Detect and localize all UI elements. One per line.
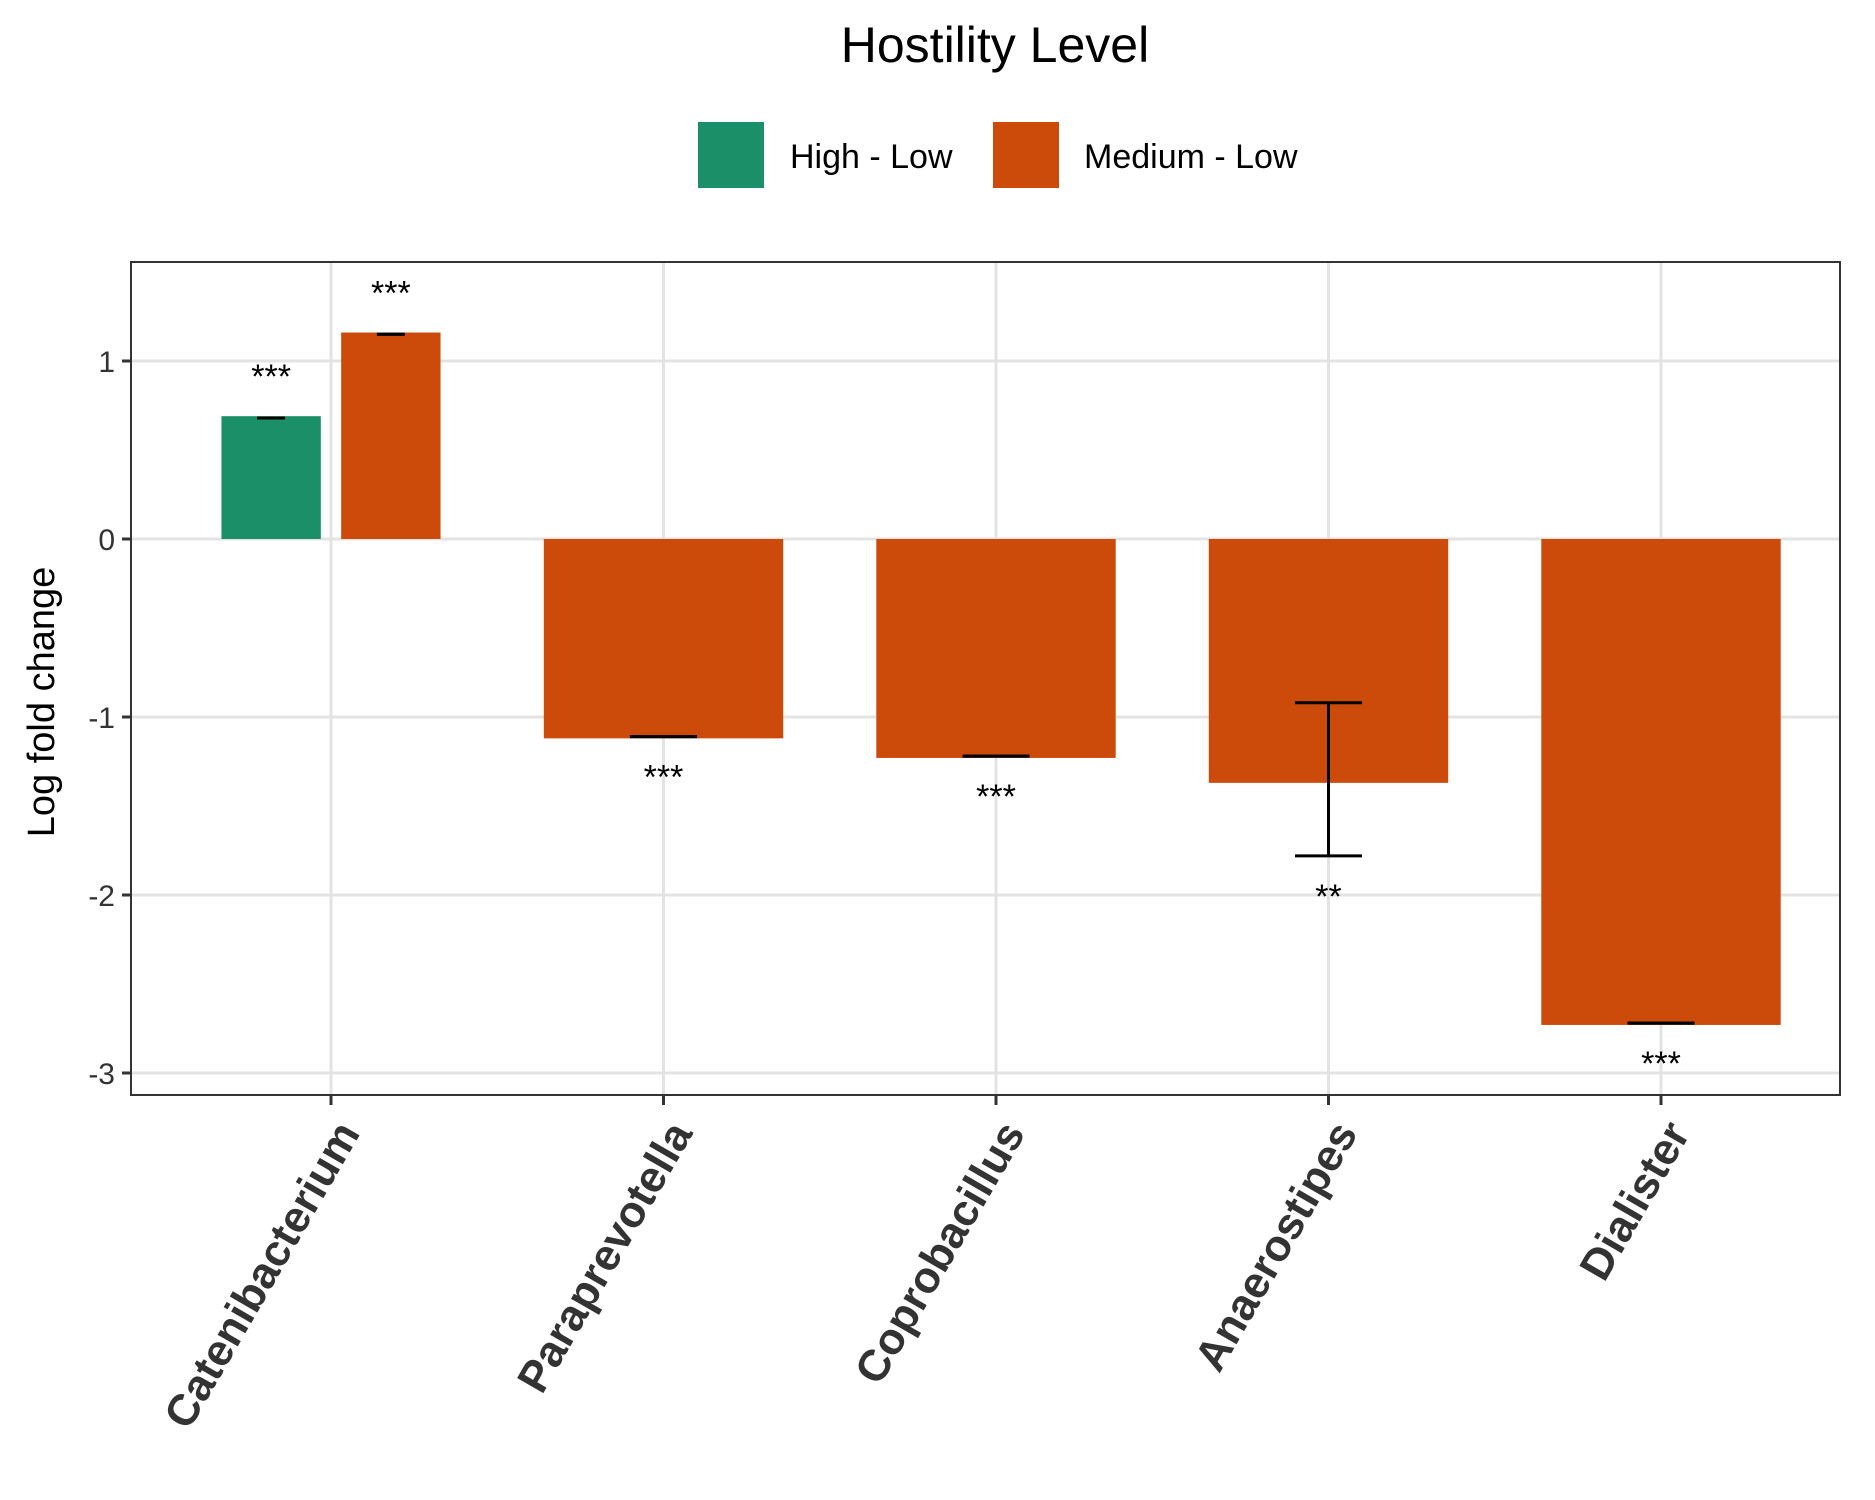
legend-title: Hostility Level	[841, 17, 1149, 73]
bar	[1541, 539, 1781, 1025]
legend-swatch	[993, 122, 1059, 188]
x-tick-label: Anaerostipes	[1185, 1114, 1367, 1380]
x-tick-label: Dialister	[1570, 1114, 1699, 1289]
significance-label: ***	[251, 358, 291, 396]
bar	[221, 416, 321, 539]
significance-label: ***	[644, 759, 684, 797]
legend-label: Medium - Low	[1084, 138, 1298, 176]
significance-label: ***	[976, 778, 1016, 816]
x-tick-label: Paraprevotella	[508, 1113, 702, 1401]
panel-border	[130, 261, 1841, 1096]
significance-label: ***	[371, 275, 411, 313]
bar	[876, 539, 1116, 758]
y-axis-label: Log fold change	[21, 567, 63, 837]
y-tick-label: -3	[88, 1058, 115, 1091]
y-tick-label: 0	[98, 524, 115, 557]
bar	[543, 539, 784, 739]
y-tick-label: -2	[88, 880, 115, 913]
legend-swatch	[698, 122, 764, 188]
y-tick-label: -1	[88, 702, 115, 735]
significance-label: **	[1315, 878, 1341, 916]
bar	[341, 332, 441, 539]
x-tick-label: Catenibacterium	[155, 1114, 370, 1437]
legend-label: High - Low	[790, 138, 953, 176]
x-tick-label: Coprobacillus	[846, 1114, 1035, 1393]
significance-label: ***	[1641, 1045, 1681, 1083]
legend: Hostility Level High - Low Medium - Low	[698, 17, 1298, 188]
y-tick-label: 1	[98, 346, 115, 379]
